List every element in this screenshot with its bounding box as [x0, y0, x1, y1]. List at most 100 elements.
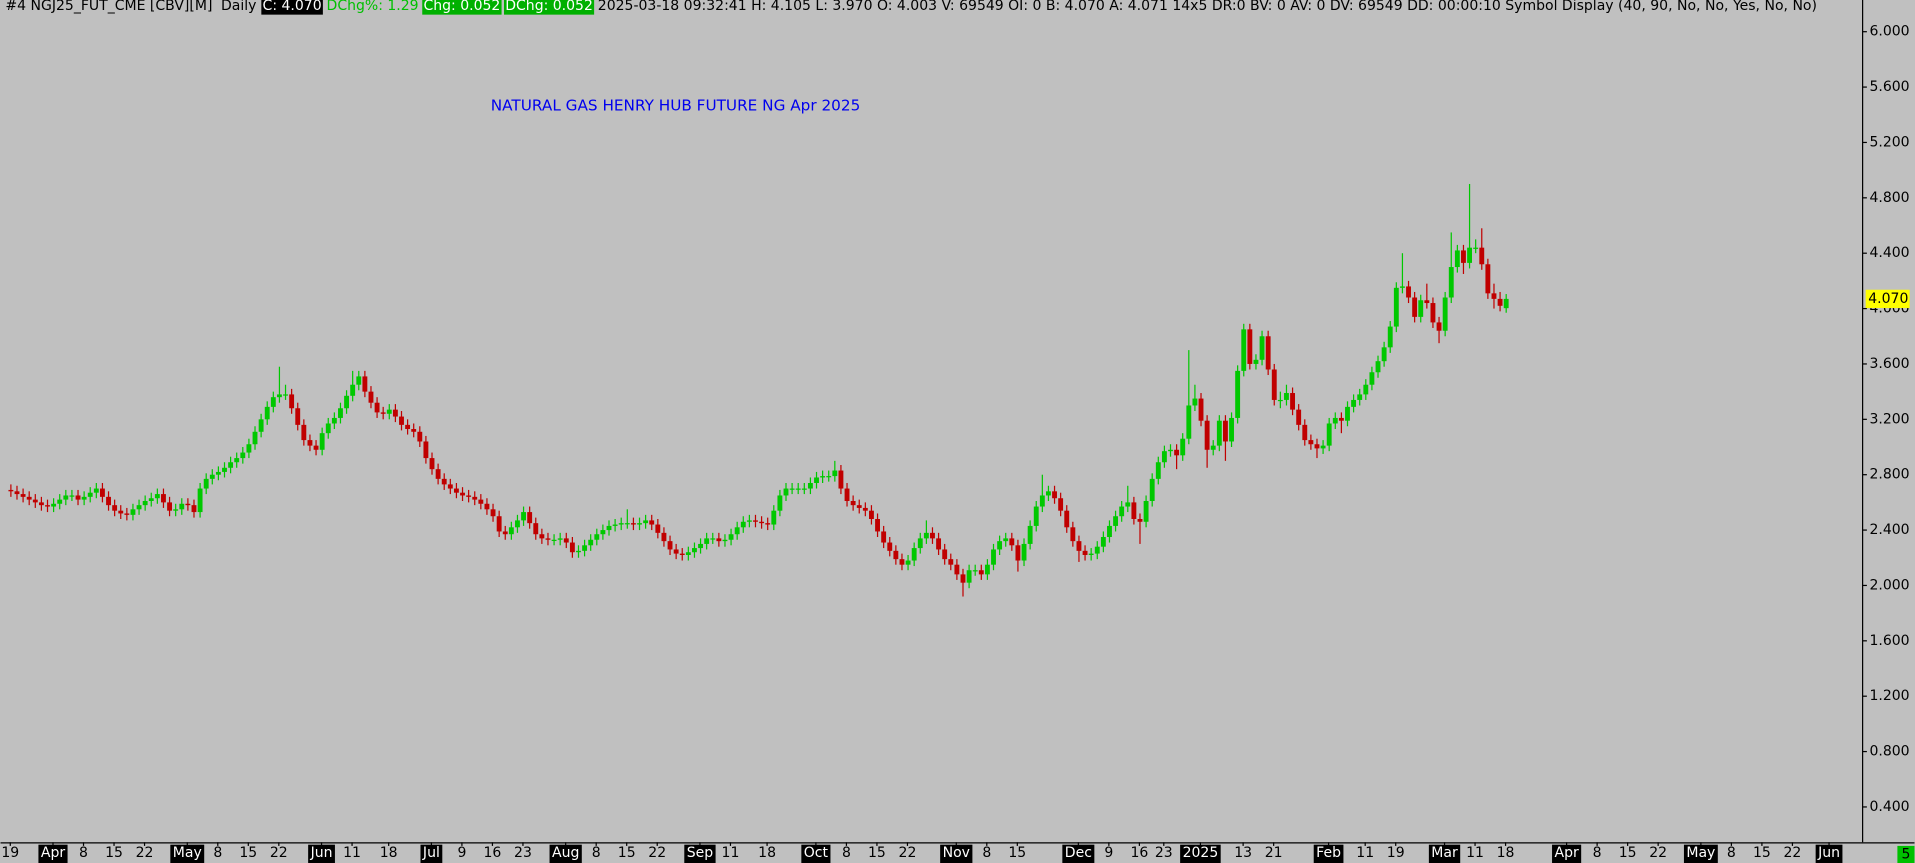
candle-body: [362, 376, 368, 392]
candle-body: [1143, 501, 1149, 522]
candle-body: [93, 488, 99, 493]
candle-body: [1003, 538, 1009, 542]
candle-body: [1204, 420, 1210, 450]
candle-body: [1125, 502, 1131, 507]
candle-body: [887, 542, 893, 551]
candle-body: [191, 505, 197, 513]
candle-body: [1192, 398, 1198, 406]
candle-body: [472, 496, 478, 500]
x-tick-label-box: [1428, 844, 1461, 863]
candle-body: [1332, 417, 1338, 424]
candle-body: [844, 488, 850, 502]
corner-label: 5: [1901, 846, 1910, 862]
candle-body: [820, 476, 826, 478]
candle-body: [960, 574, 966, 583]
candle-body: [1149, 478, 1155, 502]
candle-body: [722, 539, 728, 542]
candle-body: [496, 516, 502, 532]
candle-body: [997, 541, 1003, 550]
candle-body: [1161, 451, 1167, 463]
candle-body: [405, 424, 411, 430]
candle-body: [984, 564, 990, 575]
candle-body: [1393, 287, 1399, 327]
candle-body: [411, 429, 417, 432]
candle-body: [1357, 394, 1363, 400]
y-tick-label: 2.000: [1869, 577, 1909, 593]
x-tick-label-box: [420, 844, 443, 863]
candle-body: [215, 471, 221, 475]
x-tick-label: 2025: [1183, 845, 1219, 861]
candle-body: [392, 409, 398, 417]
candle-body: [991, 549, 996, 565]
candle-body: [966, 570, 972, 583]
candle-body: [270, 397, 276, 407]
candle-body: [1082, 550, 1088, 555]
x-tick-label: 8: [592, 845, 601, 861]
candle-body: [246, 444, 252, 453]
candle-body: [441, 478, 447, 485]
candle-body: [1027, 525, 1033, 544]
candle-body: [234, 458, 240, 463]
candle-body: [521, 512, 526, 521]
candle-body: [698, 543, 703, 549]
x-tick-label: 22: [270, 845, 288, 861]
candle-body: [1479, 247, 1485, 265]
candle-body: [478, 499, 484, 504]
candle-body: [142, 501, 148, 506]
candle-body: [551, 539, 557, 541]
x-tick-label: Dec: [1065, 845, 1092, 861]
candle-body: [563, 538, 569, 543]
candle-body: [1094, 546, 1100, 554]
candle-body: [75, 495, 81, 500]
candle-body: [1351, 399, 1357, 407]
candle-body: [276, 394, 282, 398]
candle-body: [576, 550, 581, 553]
candle-body: [1424, 300, 1430, 304]
candle-body: [1009, 538, 1015, 546]
candle-body: [1076, 541, 1082, 551]
x-tick-label: Jun: [310, 845, 333, 861]
candle-body: [1174, 449, 1180, 456]
candle-body: [1454, 250, 1460, 268]
candle-body: [1015, 545, 1021, 561]
candle-body: [1210, 445, 1216, 450]
x-tick-label-box: [1062, 844, 1095, 863]
candle-body: [862, 507, 868, 511]
candle-body: [106, 496, 111, 506]
x-tick-label-box: [308, 844, 335, 863]
candle-body: [582, 545, 588, 551]
x-tick-label-box: [1313, 844, 1344, 863]
y-tick-label: 3.600: [1869, 356, 1909, 372]
y-tick-label: 4.400: [1869, 245, 1909, 261]
x-tick-label: 8: [79, 845, 88, 861]
candle-body: [1473, 247, 1479, 249]
candle-body: [222, 467, 227, 472]
candle-body: [386, 409, 392, 414]
x-tick-label: Feb: [1316, 845, 1341, 861]
last-price-label: 4.070: [1868, 291, 1908, 307]
candle-body: [1039, 495, 1045, 507]
y-tick-label: 5.200: [1869, 134, 1909, 150]
header-interval: Daily: [221, 0, 256, 14]
candle-body: [1338, 417, 1344, 421]
candle-body: [1497, 298, 1503, 306]
candle-body: [667, 541, 673, 550]
candle-body: [350, 384, 356, 396]
x-tick-label-box: [1180, 844, 1221, 863]
header: #4 NGJ25_FUT_CME [CBV][M] Daily C: 4.070…: [5, 0, 1817, 15]
candle-body: [209, 474, 215, 479]
candle-body: [283, 394, 288, 396]
candle-body: [1088, 553, 1094, 555]
candle-body: [435, 469, 441, 479]
candle-body: [374, 402, 380, 413]
candle-body: [893, 550, 899, 560]
candle-body: [777, 495, 783, 511]
chart-title: NATURAL GAS HENRY HUB FUTURE NG Apr 2025: [491, 97, 861, 115]
candle-body: [1436, 322, 1442, 331]
candle-body: [710, 538, 716, 540]
y-tick-label: 0.800: [1869, 744, 1909, 760]
x-tick-label-box: [801, 844, 831, 863]
candle-body: [1412, 297, 1418, 317]
x-tick-label: 16: [484, 845, 502, 861]
x-tick-label: 8: [842, 845, 851, 861]
